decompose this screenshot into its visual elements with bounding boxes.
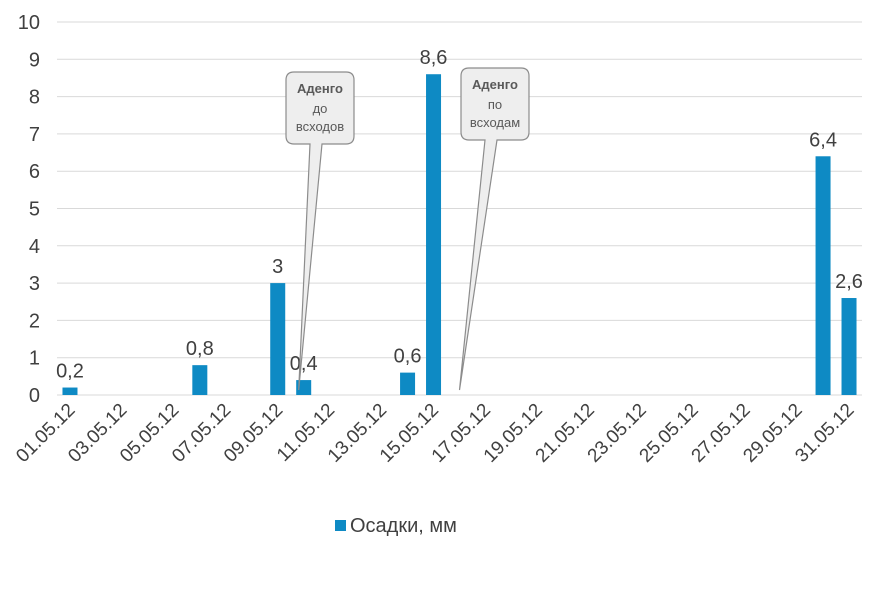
legend-label: Осадки, мм bbox=[350, 515, 457, 537]
bar-31.05.12 bbox=[841, 298, 857, 395]
callout-title: Аденго bbox=[472, 77, 518, 92]
y-tick-label: 2 bbox=[29, 310, 40, 332]
legend-swatch bbox=[335, 520, 346, 531]
y-tick-label: 8 bbox=[29, 87, 40, 109]
y-tick-label: 7 bbox=[29, 124, 40, 146]
data-label: 0,8 bbox=[186, 338, 214, 360]
bar-01.05.12 bbox=[62, 387, 78, 395]
data-label: 6,4 bbox=[809, 129, 837, 151]
legend: Осадки, мм bbox=[335, 515, 457, 537]
annotation-callout: Аденго до всходов bbox=[285, 71, 355, 391]
bar-14.05.12 bbox=[400, 372, 416, 395]
y-tick-label: 4 bbox=[29, 236, 40, 258]
y-tick-label: 9 bbox=[29, 49, 40, 71]
data-labels: 0,2 0,8 3 0,4 0,6 8,6 6,4 2,6 bbox=[56, 47, 863, 382]
annotations: Аденго до всходов Аденго по всходам bbox=[285, 67, 530, 391]
y-tick-label: 10 bbox=[18, 12, 40, 34]
y-tick-label: 1 bbox=[29, 348, 40, 370]
bar-06.05.12 bbox=[192, 365, 208, 395]
callout-bubble bbox=[458, 67, 530, 391]
annotation-callout: Аденго по всходам bbox=[458, 67, 530, 391]
bar-10.05.12 bbox=[296, 380, 312, 395]
y-tick-label: 6 bbox=[29, 161, 40, 183]
data-label: 0,4 bbox=[290, 353, 318, 375]
callout-text: всходов bbox=[296, 119, 344, 134]
y-tick-label: 3 bbox=[29, 273, 40, 295]
bar-09.05.12 bbox=[270, 283, 286, 395]
gridlines bbox=[57, 21, 862, 396]
callout-bubble bbox=[285, 71, 355, 391]
x-axis-ticks: 01.05.1203.05.1205.05.1207.05.1209.05.12… bbox=[12, 400, 858, 467]
y-tick-label: 5 bbox=[29, 199, 40, 221]
y-axis-ticks: 0 1 2 3 4 5 6 7 8 9 10 bbox=[18, 12, 40, 407]
callout-text: всходам bbox=[470, 115, 520, 130]
data-label: 3 bbox=[272, 256, 283, 278]
data-label: 0,2 bbox=[56, 361, 84, 383]
data-label: 2,6 bbox=[835, 271, 863, 293]
data-label: 8,6 bbox=[420, 47, 448, 69]
bars bbox=[62, 74, 857, 395]
callout-title: Аденго bbox=[297, 81, 343, 96]
callout-text: до bbox=[313, 101, 328, 116]
bar-15.05.12 bbox=[426, 74, 442, 395]
bar-30.05.12 bbox=[815, 156, 831, 395]
data-label: 0,6 bbox=[394, 346, 422, 368]
callout-text: по bbox=[488, 97, 502, 112]
y-tick-label: 0 bbox=[29, 385, 40, 407]
